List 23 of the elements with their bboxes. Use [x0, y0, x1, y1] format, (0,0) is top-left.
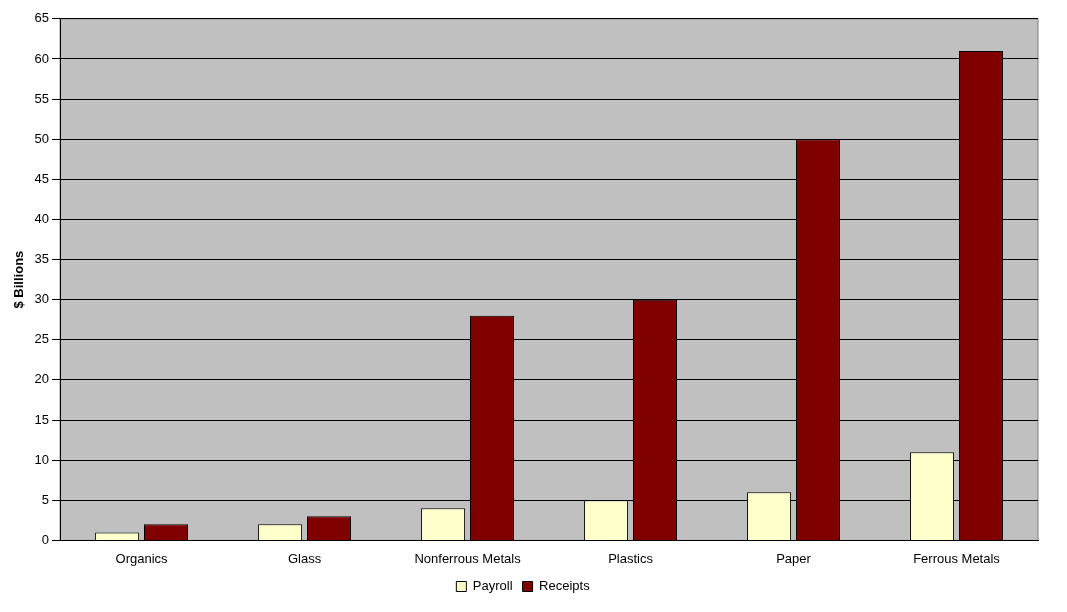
y-tick-label: 20	[34, 371, 50, 387]
legend-label: Payroll	[472, 578, 513, 594]
y-tick-label: 15	[34, 411, 50, 427]
y-axis-title: $ Billions	[11, 250, 27, 309]
x-tick-label: Ferrous Metals	[913, 550, 1001, 566]
x-tick-label: Paper	[776, 550, 812, 566]
y-tick-label: 50	[34, 130, 50, 146]
y-tick-label: 25	[34, 331, 50, 347]
y-tick-label: 0	[41, 531, 50, 547]
x-tick-label: Organics	[115, 550, 169, 566]
y-tick-label: 40	[34, 210, 50, 226]
y-tick-label: 30	[34, 291, 50, 307]
x-tick-label: Plastics	[608, 550, 654, 566]
x-tick-label: Glass	[287, 550, 322, 566]
y-tick-label: 60	[34, 50, 50, 66]
y-tick-label: 45	[34, 170, 50, 186]
y-tick-label: 10	[34, 451, 50, 467]
y-tick-label: 5	[41, 491, 50, 507]
legend-label: Receipts	[539, 578, 591, 594]
y-tick-label: 35	[34, 251, 50, 267]
y-tick-label: 55	[34, 90, 50, 106]
y-tick-label: 65	[34, 10, 50, 26]
x-tick-label: Nonferrous Metals	[414, 550, 522, 566]
